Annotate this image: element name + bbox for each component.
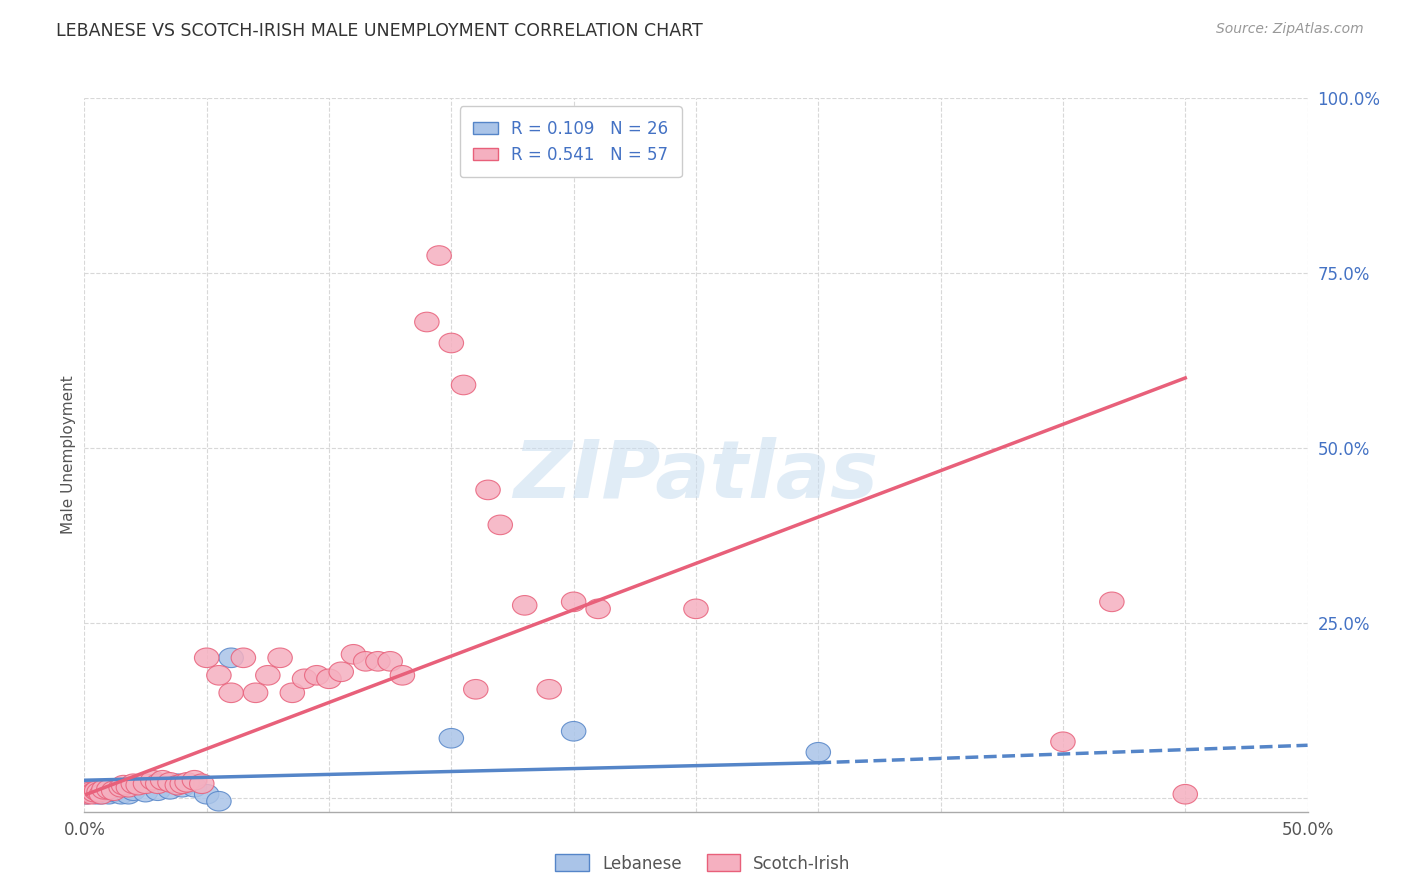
Ellipse shape	[561, 722, 586, 741]
Ellipse shape	[231, 648, 256, 667]
Ellipse shape	[439, 334, 464, 352]
Ellipse shape	[170, 778, 194, 797]
Ellipse shape	[586, 599, 610, 619]
Ellipse shape	[146, 780, 170, 800]
Ellipse shape	[183, 771, 207, 790]
Ellipse shape	[80, 784, 104, 804]
Ellipse shape	[84, 784, 108, 804]
Ellipse shape	[305, 665, 329, 685]
Ellipse shape	[111, 775, 136, 795]
Ellipse shape	[391, 665, 415, 685]
Ellipse shape	[219, 683, 243, 703]
Ellipse shape	[117, 778, 141, 797]
Ellipse shape	[415, 312, 439, 332]
Ellipse shape	[256, 665, 280, 685]
Ellipse shape	[101, 780, 127, 800]
Ellipse shape	[1173, 784, 1198, 804]
Ellipse shape	[101, 782, 127, 802]
Ellipse shape	[207, 665, 231, 685]
Ellipse shape	[194, 784, 219, 804]
Text: LEBANESE VS SCOTCH-IRISH MALE UNEMPLOYMENT CORRELATION CHART: LEBANESE VS SCOTCH-IRISH MALE UNEMPLOYME…	[56, 22, 703, 40]
Ellipse shape	[683, 599, 709, 619]
Ellipse shape	[89, 784, 114, 804]
Ellipse shape	[439, 729, 464, 748]
Text: Source: ZipAtlas.com: Source: ZipAtlas.com	[1216, 22, 1364, 37]
Ellipse shape	[342, 645, 366, 665]
Ellipse shape	[82, 782, 107, 802]
Ellipse shape	[127, 775, 150, 795]
Ellipse shape	[329, 662, 353, 681]
Ellipse shape	[513, 596, 537, 615]
Ellipse shape	[280, 683, 305, 703]
Ellipse shape	[207, 791, 231, 811]
Ellipse shape	[194, 648, 219, 667]
Ellipse shape	[91, 780, 117, 799]
Ellipse shape	[165, 774, 190, 794]
Ellipse shape	[269, 648, 292, 667]
Y-axis label: Male Unemployment: Male Unemployment	[60, 376, 76, 534]
Ellipse shape	[174, 772, 200, 792]
Ellipse shape	[561, 592, 586, 612]
Ellipse shape	[170, 774, 194, 794]
Ellipse shape	[89, 784, 114, 804]
Ellipse shape	[77, 782, 101, 802]
Legend: R = 0.109   N = 26, R = 0.541   N = 57: R = 0.109 N = 26, R = 0.541 N = 57	[460, 106, 682, 178]
Ellipse shape	[451, 376, 475, 395]
Ellipse shape	[97, 784, 121, 804]
Ellipse shape	[243, 683, 269, 703]
Ellipse shape	[150, 771, 174, 790]
Ellipse shape	[464, 680, 488, 699]
Ellipse shape	[75, 784, 98, 804]
Ellipse shape	[190, 774, 214, 794]
Ellipse shape	[91, 780, 117, 800]
Ellipse shape	[488, 515, 513, 534]
Ellipse shape	[165, 775, 190, 795]
Ellipse shape	[121, 780, 146, 800]
Legend: Lebanese, Scotch-Irish: Lebanese, Scotch-Irish	[548, 847, 858, 880]
Ellipse shape	[84, 780, 108, 800]
Ellipse shape	[219, 648, 243, 667]
Ellipse shape	[80, 780, 104, 799]
Ellipse shape	[157, 780, 183, 799]
Ellipse shape	[475, 480, 501, 500]
Ellipse shape	[378, 651, 402, 671]
Ellipse shape	[366, 651, 391, 671]
Ellipse shape	[183, 778, 207, 797]
Ellipse shape	[1050, 732, 1076, 752]
Ellipse shape	[316, 669, 342, 689]
Ellipse shape	[174, 774, 200, 794]
Ellipse shape	[77, 782, 101, 802]
Ellipse shape	[1099, 592, 1125, 612]
Ellipse shape	[121, 774, 146, 794]
Text: ZIPatlas: ZIPatlas	[513, 437, 879, 516]
Ellipse shape	[108, 784, 134, 804]
Ellipse shape	[75, 784, 98, 804]
Ellipse shape	[134, 774, 157, 794]
Ellipse shape	[806, 742, 831, 762]
Ellipse shape	[134, 782, 157, 802]
Ellipse shape	[108, 778, 134, 797]
Ellipse shape	[146, 774, 170, 794]
Ellipse shape	[87, 782, 111, 802]
Ellipse shape	[292, 669, 316, 689]
Ellipse shape	[157, 772, 183, 792]
Ellipse shape	[427, 245, 451, 265]
Ellipse shape	[353, 651, 378, 671]
Ellipse shape	[82, 782, 107, 802]
Ellipse shape	[87, 780, 111, 800]
Ellipse shape	[97, 780, 121, 799]
Ellipse shape	[141, 771, 165, 790]
Ellipse shape	[537, 680, 561, 699]
Ellipse shape	[117, 784, 141, 804]
